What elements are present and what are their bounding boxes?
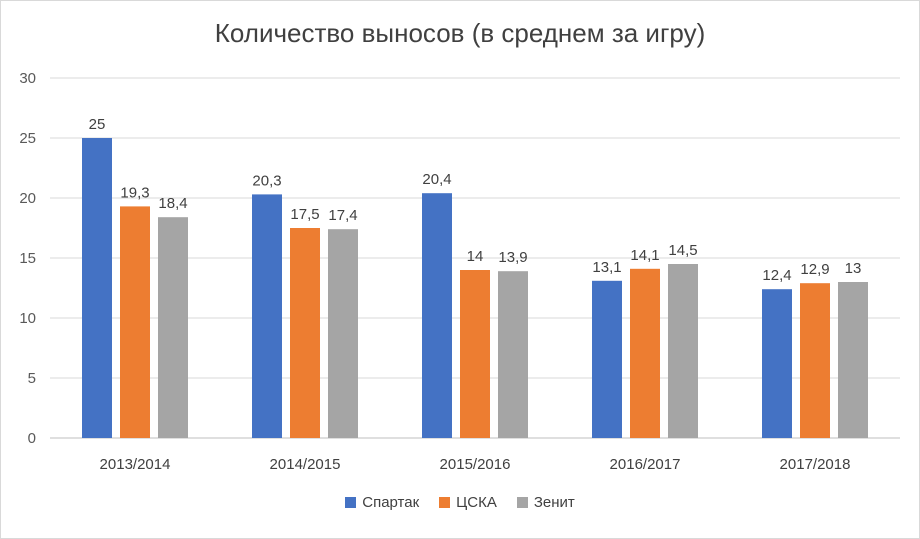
bar-Спартак-2015/2016 <box>422 193 452 438</box>
bar-Зенит-2017/2018 <box>838 282 868 438</box>
data-label: 20,4 <box>422 171 451 188</box>
bar-ЦСКА-2016/2017 <box>630 268 660 438</box>
bar-ЦСКА-2015/2016 <box>460 270 490 438</box>
y-tick-label: 0 <box>28 430 36 447</box>
data-label: 14,1 <box>630 247 659 264</box>
x-category-label: 2017/2018 <box>780 456 851 473</box>
legend-item: ЦСКА <box>439 494 497 511</box>
bar-ЦСКА-2017/2018 <box>800 283 830 438</box>
x-category-label: 2014/2015 <box>270 456 341 473</box>
data-label: 12,9 <box>800 261 829 278</box>
y-tick-label: 30 <box>19 70 36 87</box>
legend-label: Зенит <box>533 494 575 511</box>
legend-label: Спартак <box>362 494 420 511</box>
legend-swatch <box>516 497 528 508</box>
legend-item: Зенит <box>516 494 575 511</box>
bar-Спартак-2017/2018 <box>762 289 792 438</box>
data-label: 14,5 <box>668 242 697 259</box>
y-tick-label: 10 <box>19 310 36 327</box>
data-label: 13,9 <box>498 249 527 266</box>
x-category-label: 2016/2017 <box>610 456 681 473</box>
legend-item: Спартак <box>345 494 419 511</box>
data-label: 20,3 <box>252 172 281 189</box>
bar-Спартак-2016/2017 <box>592 280 622 438</box>
data-label: 25 <box>89 116 106 133</box>
bar-Спартак-2013/2014 <box>82 138 112 438</box>
data-label: 17,5 <box>290 206 319 223</box>
data-label: 17,4 <box>328 207 357 224</box>
bar-ЦСКА-2013/2014 <box>120 206 150 438</box>
legend-swatch <box>345 497 357 508</box>
data-label: 12,4 <box>762 267 791 284</box>
data-label: 14 <box>467 248 484 265</box>
y-tick-label: 25 <box>19 130 36 147</box>
y-tick-label: 15 <box>19 250 36 267</box>
legend-label: ЦСКА <box>456 494 497 511</box>
bar-Спартак-2014/2015 <box>252 194 282 438</box>
data-label: 19,3 <box>120 184 149 201</box>
y-tick-label: 20 <box>19 190 36 207</box>
legend-swatch <box>439 497 451 508</box>
x-category-label: 2015/2016 <box>440 456 511 473</box>
bar-Зенит-2013/2014 <box>158 217 188 438</box>
bar-Зенит-2016/2017 <box>668 264 698 438</box>
legend: Спартак ЦСКА Зенит <box>0 494 920 511</box>
data-label: 18,4 <box>158 195 187 212</box>
bar-ЦСКА-2014/2015 <box>290 228 320 438</box>
bar-Зенит-2015/2016 <box>498 271 528 438</box>
y-tick-label: 5 <box>28 370 36 387</box>
data-label: 13 <box>845 260 862 277</box>
data-label: 13,1 <box>592 259 621 276</box>
x-category-label: 2013/2014 <box>100 456 171 473</box>
chart-title: Количество выносов (в среднем за игру) <box>214 18 706 48</box>
bar-Зенит-2014/2015 <box>328 229 358 438</box>
